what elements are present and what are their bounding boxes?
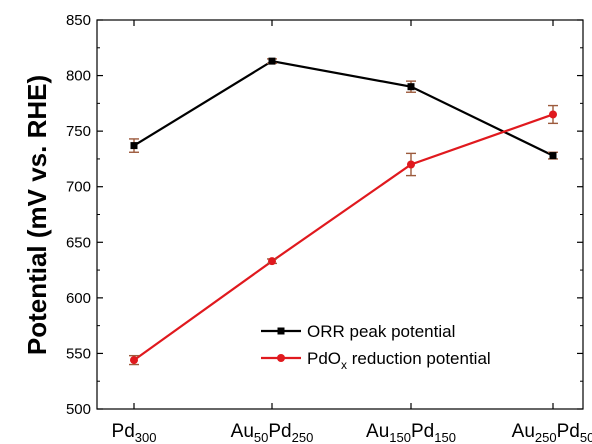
legend-marker [277, 327, 285, 335]
legend-marker [277, 354, 285, 362]
y-tick-label: 550 [66, 345, 91, 362]
data-point [268, 57, 276, 65]
y-tick-label: 500 [66, 401, 91, 418]
y-tick-label: 700 [66, 179, 91, 196]
data-point [549, 152, 557, 160]
legend: ORR peak potential PdOx reduction potenti… [261, 322, 491, 372]
data-point [407, 83, 415, 91]
y-tick-label: 600 [66, 290, 91, 307]
data-point [549, 110, 557, 119]
y-tick-label: 850 [66, 12, 91, 29]
y-tick-label: 650 [66, 234, 91, 251]
series-pdox-reduction-potential [129, 104, 558, 366]
series-orr-peak-potential [129, 57, 558, 160]
series-group [129, 57, 558, 366]
x-axis-ticks: Pd300 Au50Pd250 Au150Pd150 Au250Pd50 [112, 20, 592, 444]
y-axis-ticks: 500 550 600 650 700 750 800 850 [66, 12, 583, 418]
data-point [268, 257, 276, 266]
data-point [130, 356, 138, 365]
legend-label: ORR peak potential [307, 322, 455, 341]
y-axis-label: Potential (mV vs. RHE) [22, 75, 52, 355]
series-line [133, 113, 554, 361]
series-line [133, 59, 554, 157]
x-tick-label: Au50Pd250 [231, 421, 314, 444]
x-tick-label: Au250Pd50 [512, 421, 592, 444]
y-tick-label: 750 [66, 123, 91, 140]
data-point [407, 160, 415, 169]
x-tick-label: Pd300 [112, 421, 157, 444]
y-tick-label: 800 [66, 68, 91, 85]
x-tick-label: Au150Pd150 [366, 421, 456, 444]
legend-label: PdOx reduction potential [307, 349, 491, 372]
data-point [130, 142, 138, 150]
